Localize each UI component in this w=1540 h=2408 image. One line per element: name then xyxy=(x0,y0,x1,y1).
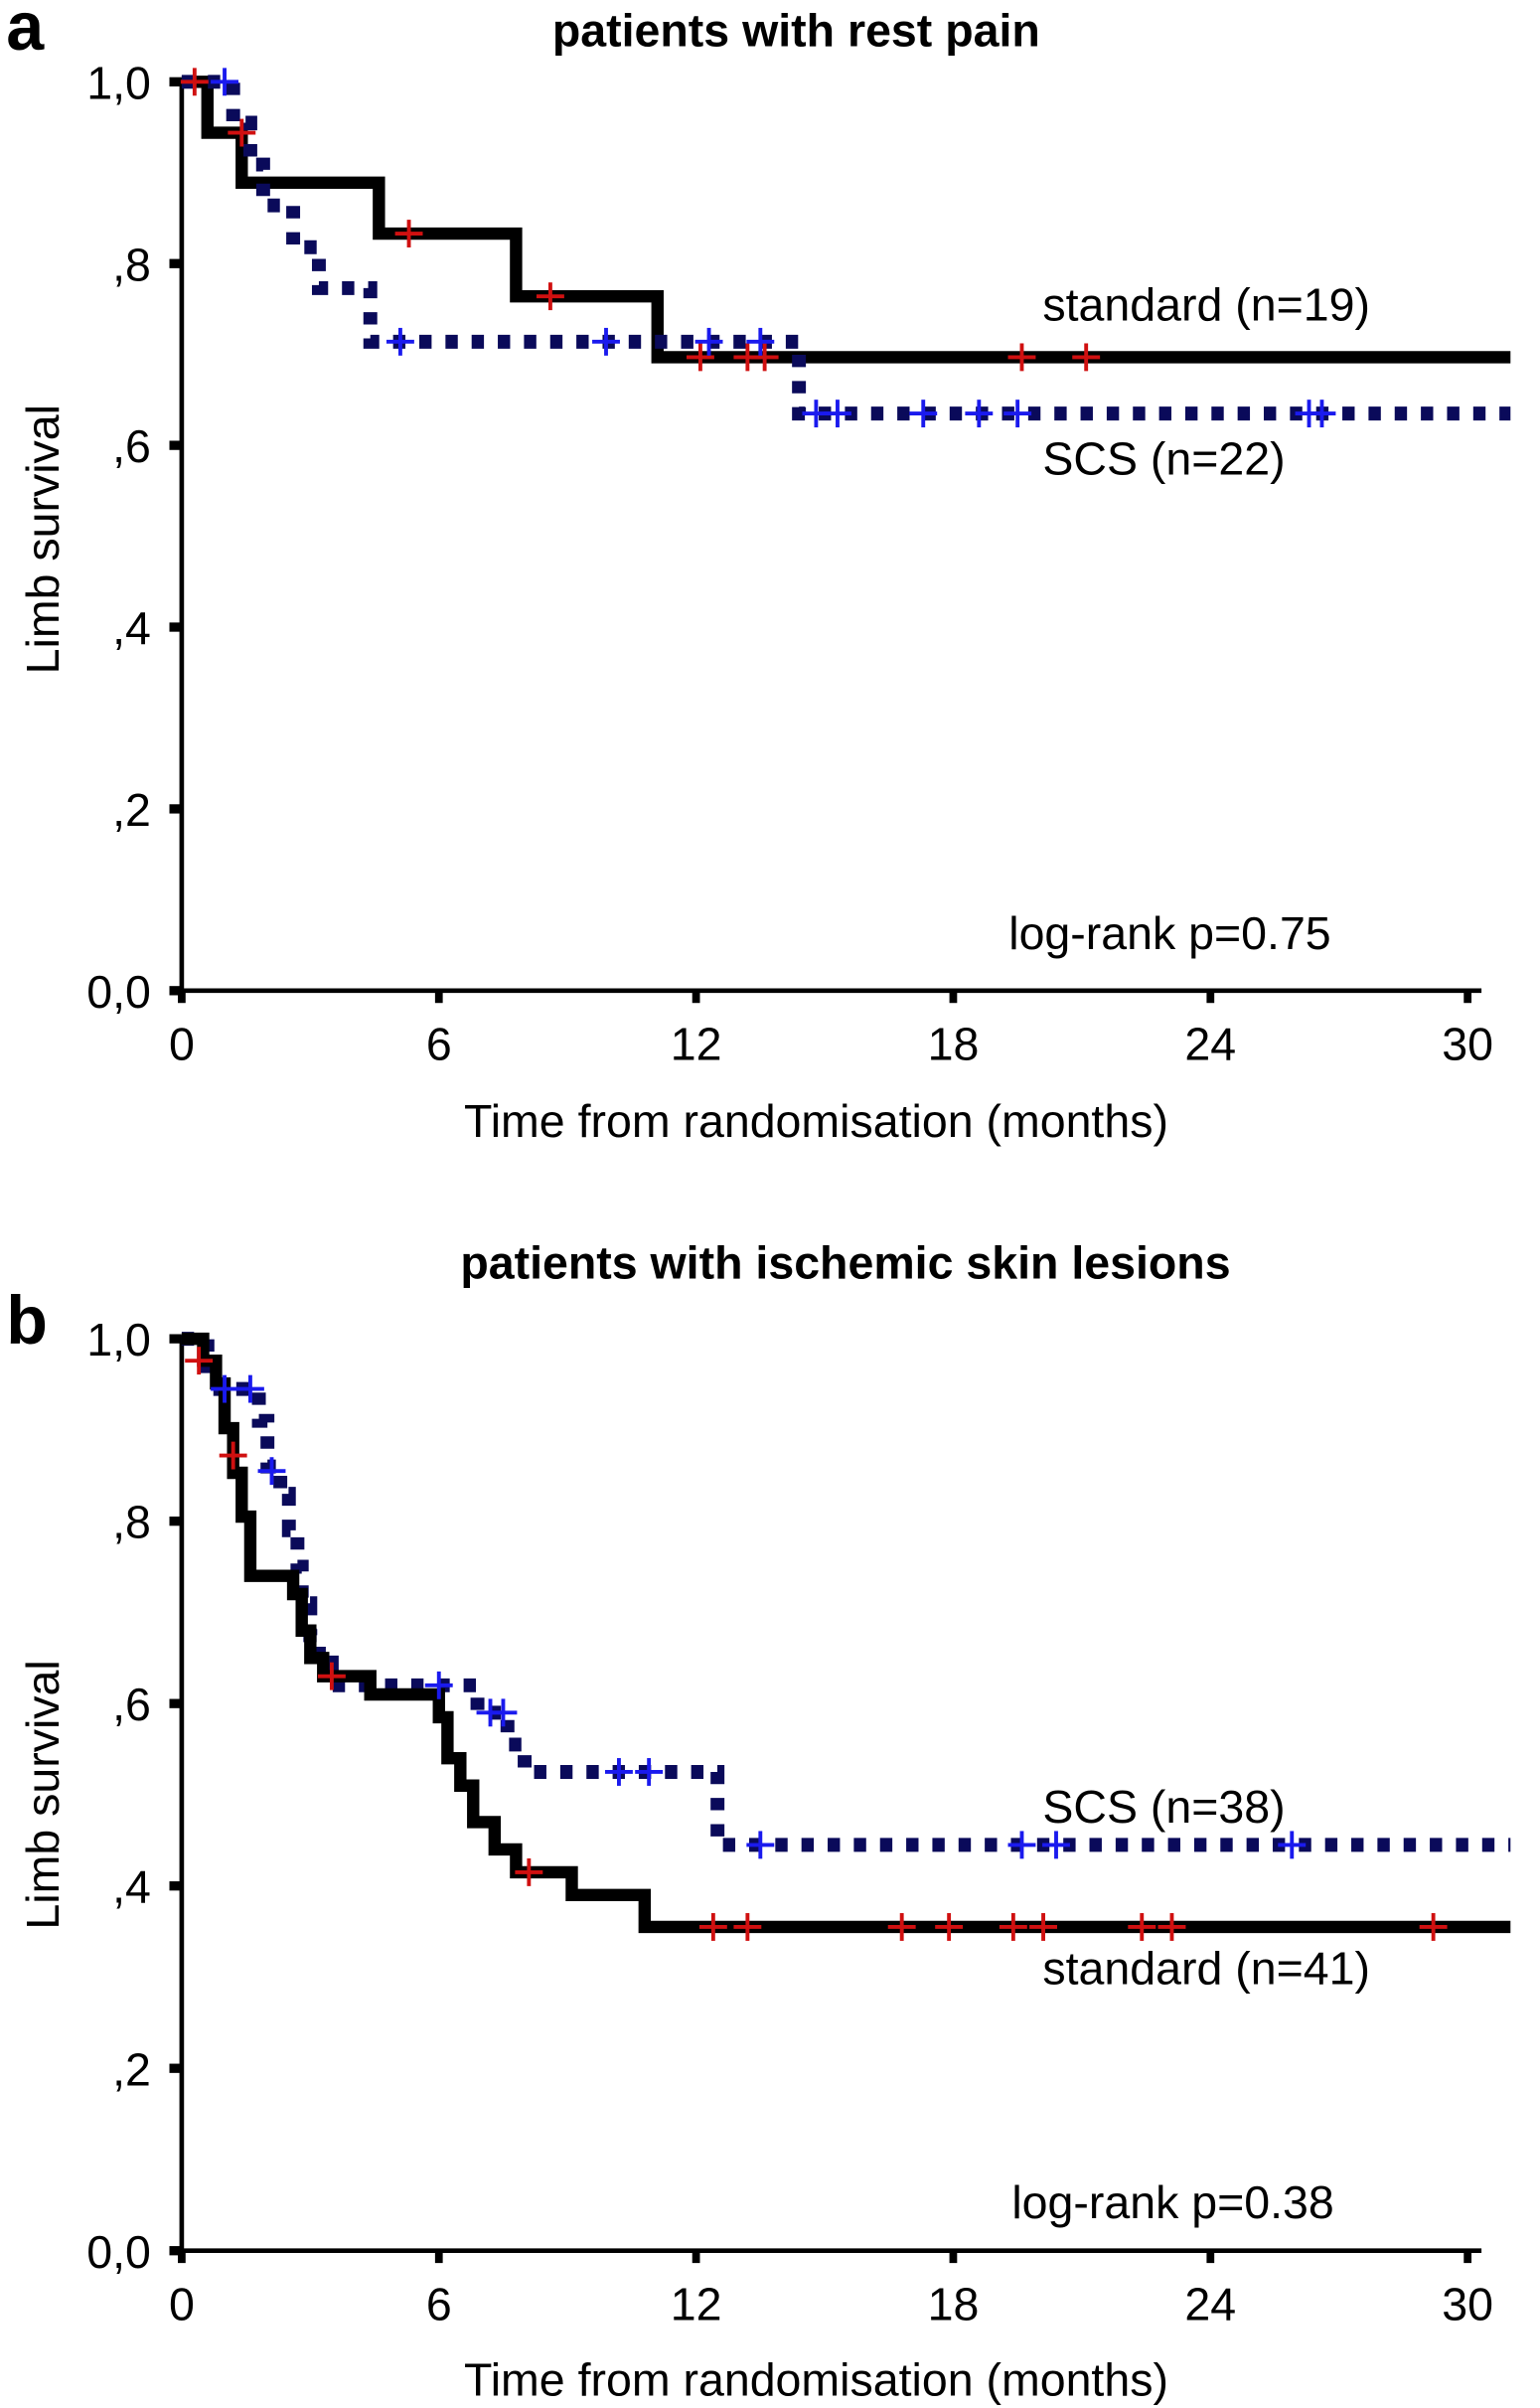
censor-mark xyxy=(1007,343,1036,372)
y-tick-label: 1,0 xyxy=(86,57,151,108)
panel-b-ylabel: Limb survival xyxy=(17,1660,69,1929)
panel-b-xlabel: Time from randomisation (months) xyxy=(464,2353,1168,2405)
x-tick-label: 18 xyxy=(928,1019,980,1070)
censor-mark xyxy=(909,400,938,428)
panel-b-label: b xyxy=(6,1283,48,1359)
censor-mark xyxy=(185,1347,214,1375)
x-tick-label: 24 xyxy=(1184,1019,1236,1070)
censor-mark xyxy=(385,327,414,356)
censor-mark xyxy=(1128,1913,1156,1941)
censor-mark xyxy=(424,1671,453,1699)
censor-mark xyxy=(999,1913,1027,1941)
x-tick-label: 6 xyxy=(426,2278,452,2329)
x-tick-label: 12 xyxy=(671,2278,722,2329)
censor-mark xyxy=(750,343,779,372)
scs-survival-curve xyxy=(181,75,1511,421)
y-tick-label: ,2 xyxy=(112,784,151,836)
x-tick-label: 24 xyxy=(1184,2278,1236,2329)
censor-mark xyxy=(228,118,256,147)
censor-mark xyxy=(887,1913,916,1941)
censor-mark xyxy=(1003,400,1032,428)
panel-a-rest-pain: a patients with rest pain Time from rand… xyxy=(6,0,1511,1147)
censor-mark xyxy=(1157,1913,1186,1941)
censor-mark xyxy=(824,400,851,428)
censor-mark xyxy=(746,1831,775,1859)
x-tick-label: 12 xyxy=(671,1019,722,1070)
y-tick-label: 0,0 xyxy=(86,2226,151,2278)
panel-b-logrank: log-rank p=0.38 xyxy=(1011,2176,1333,2228)
censor-mark xyxy=(1419,1913,1448,1941)
panel-a-axes: 0 6 12 18 24 30 0,0 ,2 ,4 ,6 ,8 1,0 xyxy=(86,57,1493,1069)
y-tick-label: ,8 xyxy=(112,1497,151,1548)
x-tick-label: 0 xyxy=(169,1019,195,1070)
censor-mark xyxy=(536,282,564,311)
scs-survival-curve xyxy=(181,1332,1511,1852)
panel-b-skin-lesions: b patients with ischemic skin lesions Ti… xyxy=(6,1237,1511,2405)
panel-a-label: a xyxy=(6,0,45,65)
censor-mark xyxy=(694,327,723,356)
panel-b-curves xyxy=(181,1332,1511,1941)
y-tick-label: ,4 xyxy=(112,1861,151,1913)
y-tick-label: 0,0 xyxy=(86,966,151,1018)
censor-mark xyxy=(635,1758,664,1786)
standard-survival-curve xyxy=(181,76,1511,364)
panel-b-axes: 0 6 12 18 24 30 0,0 ,2 ,4 ,6 ,8 1,0 xyxy=(86,1314,1493,2329)
censor-mark xyxy=(211,68,238,96)
censor-mark xyxy=(489,1698,518,1727)
x-tick-label: 18 xyxy=(928,2278,980,2329)
censor-mark xyxy=(965,400,994,428)
censor-mark xyxy=(733,1913,762,1941)
panel-b-legend-standard: standard (n=41) xyxy=(1042,1943,1370,1995)
censor-mark xyxy=(698,1913,727,1941)
censor-mark xyxy=(211,1374,238,1403)
x-tick-label: 30 xyxy=(1442,1019,1493,1070)
censor-mark xyxy=(935,1913,964,1941)
x-tick-label: 30 xyxy=(1442,2278,1493,2329)
panel-a-ylabel: Limb survival xyxy=(17,404,69,674)
panel-a-legend-scs: SCS (n=22) xyxy=(1042,433,1285,485)
x-tick-label: 0 xyxy=(169,2278,195,2329)
x-tick-label: 6 xyxy=(426,1019,452,1070)
censor-mark xyxy=(604,1758,633,1786)
censor-mark xyxy=(515,1857,543,1886)
standard-survival-curve xyxy=(181,1332,1511,1934)
y-tick-label: ,8 xyxy=(112,239,151,290)
censor-mark xyxy=(257,1457,286,1486)
censor-mark xyxy=(1072,343,1101,372)
panel-b-legend-scs: SCS (n=38) xyxy=(1042,1781,1285,1833)
censor-mark xyxy=(180,68,209,96)
censor-mark xyxy=(592,327,620,356)
panel-a-curves xyxy=(180,68,1511,428)
censor-mark xyxy=(1278,1831,1307,1859)
panel-a-title: patients with rest pain xyxy=(552,5,1040,57)
censor-mark xyxy=(219,1441,247,1470)
y-tick-label: ,6 xyxy=(112,420,151,472)
censor-mark xyxy=(235,1374,264,1403)
panel-b-title: patients with ischemic skin lesions xyxy=(460,1237,1230,1289)
y-tick-label: ,6 xyxy=(112,1679,151,1730)
censor-mark xyxy=(746,327,775,356)
censor-mark xyxy=(1029,1913,1057,1941)
panel-a-logrank: log-rank p=0.75 xyxy=(1008,907,1330,959)
y-tick-label: 1,0 xyxy=(86,1314,151,1365)
censor-mark xyxy=(317,1662,346,1690)
censor-mark xyxy=(1007,1831,1036,1859)
y-tick-label: ,4 xyxy=(112,602,151,654)
y-tick-label: ,2 xyxy=(112,2043,151,2095)
panel-a-legend-standard: standard (n=19) xyxy=(1042,279,1370,331)
censor-mark xyxy=(1308,400,1336,428)
censor-mark xyxy=(1042,1831,1070,1859)
panel-a-xlabel: Time from randomisation (months) xyxy=(464,1095,1168,1147)
censor-mark xyxy=(394,220,423,247)
censor-mark xyxy=(686,343,714,372)
